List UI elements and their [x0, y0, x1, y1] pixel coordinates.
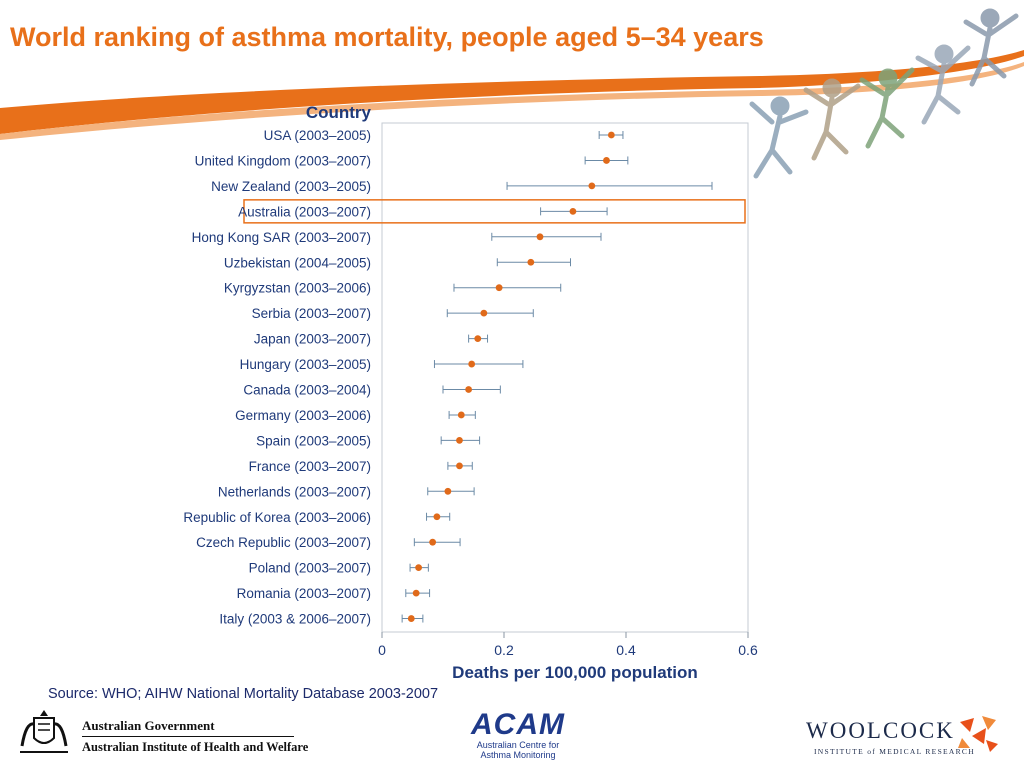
data-point: [456, 462, 463, 470]
gov-name-line1: Australian Government: [82, 718, 215, 733]
country-label: France (2003–2007): [249, 459, 371, 474]
x-tick-label: 0.4: [616, 642, 636, 658]
country-label: Netherlands (2003–2007): [218, 484, 371, 499]
country-label: Hungary (2003–2005): [240, 357, 371, 372]
figure-icon: [749, 96, 809, 179]
data-point: [412, 589, 420, 597]
country-label: Spain (2003–2005): [256, 433, 371, 448]
data-point: [465, 386, 473, 393]
figure-icon: [803, 78, 861, 161]
country-label: Serbia (2003–2007): [252, 306, 371, 321]
country-label: Romania (2003–2007): [237, 586, 371, 601]
country-label: Republic of Korea (2003–2006): [183, 510, 371, 525]
error-bar: [413, 538, 461, 547]
highlight-box: [243, 199, 746, 224]
aihw-logo: Australian Government Australian Institu…: [12, 706, 308, 762]
data-point: [607, 131, 615, 139]
data-point: [480, 309, 488, 317]
error-bar: [506, 181, 713, 190]
data-point: [415, 564, 422, 572]
data-point: [536, 233, 544, 241]
figure-icon: [859, 67, 915, 149]
country-label: Canada (2003–2004): [243, 383, 371, 398]
figures-graphic: [749, 8, 1019, 179]
x-tick-label: 0.6: [738, 642, 758, 658]
error-bar: [491, 232, 602, 241]
data-point: [429, 538, 437, 546]
divider: [82, 736, 294, 737]
acam-subtitle-line2: Asthma Monitoring: [480, 750, 556, 760]
country-label: Japan (2003–2007): [254, 332, 371, 347]
woolcock-mark-icon: [958, 716, 998, 752]
error-bar: [446, 309, 534, 318]
data-point: [433, 513, 441, 521]
slide-title: World ranking of asthma mortality, peopl…: [10, 22, 764, 52]
x-axis-label: Deaths per 100,000 population: [452, 663, 698, 682]
figure-icon: [915, 44, 971, 125]
country-label: New Zealand (2003–2005): [211, 179, 371, 194]
acam-logo: ACAM Australian Centre for Asthma Monito…: [458, 710, 578, 762]
data-point: [468, 360, 476, 368]
data-point: [457, 411, 465, 419]
data-point: [588, 182, 596, 190]
data-point: [495, 284, 503, 292]
chart-legend-title: Country: [306, 103, 372, 122]
country-label: United Kingdom (2003–2007): [195, 153, 371, 168]
country-label: USA (2003–2005): [264, 128, 371, 143]
figure-icon: [963, 8, 1019, 87]
country-label: Italy (2003 & 2006–2007): [219, 612, 371, 627]
coat-of-arms-icon: [20, 710, 68, 753]
plot-area: [381, 122, 749, 633]
error-bar: [453, 283, 562, 292]
woolcock-logo: WOOLCOCK INSTITUTE of MEDICAL RESEARCH: [806, 716, 1016, 760]
woolcock-subtitle: INSTITUTE of MEDICAL RESEARCH: [814, 747, 975, 756]
data-point: [444, 487, 452, 495]
data-point: [456, 437, 463, 444]
acam-wordmark: ACAM: [471, 708, 565, 741]
acam-subtitle-line1: Australian Centre for: [476, 740, 560, 750]
data-point: [474, 335, 482, 342]
error-bar: [433, 360, 524, 369]
country-label: Kyrgyzstan (2003–2006): [224, 281, 371, 296]
source-note: Source: WHO; AIHW National Mortality Dat…: [48, 686, 439, 702]
country-label: Australia (2003–2007): [238, 204, 371, 219]
country-label: Hong Kong SAR (2003–2007): [192, 230, 371, 245]
gov-name-line2: Australian Institute of Health and Welfa…: [82, 740, 309, 754]
x-tick-label: 0: [378, 642, 386, 658]
woolcock-wordmark: WOOLCOCK: [806, 718, 955, 743]
country-label: Poland (2003–2007): [249, 561, 371, 576]
data-point: [407, 615, 415, 622]
country-label: Germany (2003–2006): [235, 408, 371, 423]
country-label: Czech Republic (2003–2007): [196, 535, 371, 550]
data-point: [603, 157, 610, 164]
x-tick-label: 0.2: [494, 642, 514, 658]
data-point: [527, 258, 535, 266]
country-label: Uzbekistan (2004–2005): [224, 255, 371, 270]
data-point: [569, 207, 577, 215]
